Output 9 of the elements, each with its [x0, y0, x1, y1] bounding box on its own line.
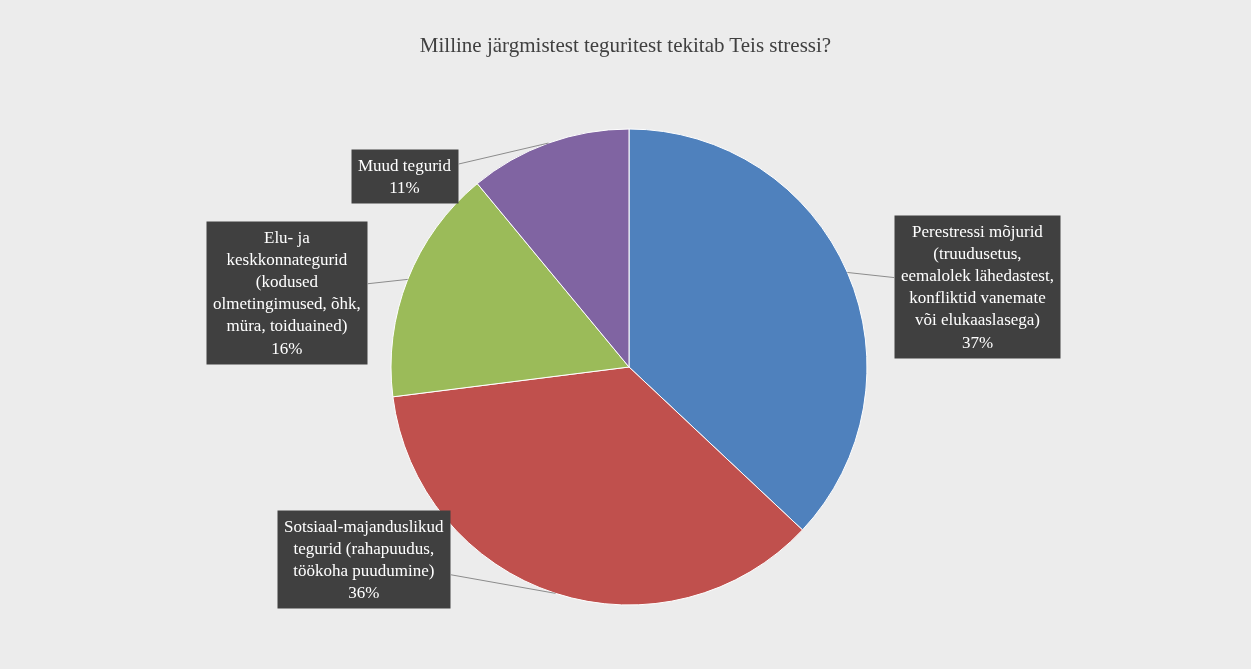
- chart-title: Milline järgmistest teguritest tekitab Teis stressi?: [419, 33, 832, 58]
- slice-label: Muud tegurid: [358, 156, 452, 175]
- data-label: 16%: [271, 338, 303, 358]
- slice-label: Elu- ja keskkonnategurid (kodused olmetingimused, õhk, müra, toiduained): [213, 228, 361, 336]
- data-label: 36%: [348, 583, 380, 603]
- slice-label: Sotsiaal-majanduslikud tegurid (rahapuudus, töökoha puudumine): [284, 517, 445, 581]
- slice-label: Perestressi mõjurid (truudusetus, eemalolek lähedastest, konfliktid vanemate või elukaaslasega): [901, 222, 1054, 330]
- data-label: 37%: [961, 332, 994, 352]
- data-label: 11%: [389, 178, 420, 198]
